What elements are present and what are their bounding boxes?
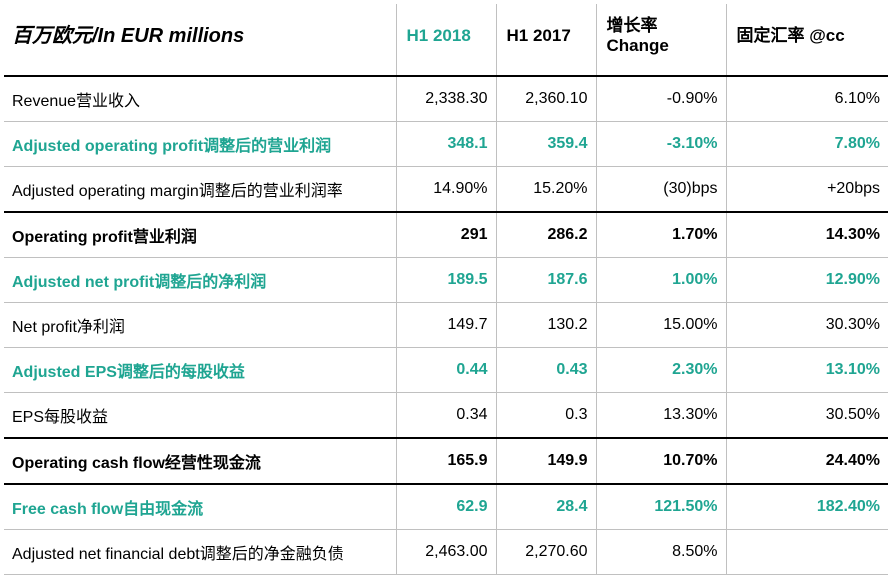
header-label: 百万欧元/In EUR millions — [4, 4, 396, 76]
table-row: Adjusted net profit调整后的净利润189.5187.61.00… — [4, 257, 888, 302]
cell-value: 8.50% — [596, 529, 726, 574]
row-label: EPS每股收益 — [4, 392, 396, 438]
cell-value: 62.9 — [396, 484, 496, 530]
cell-value: 1.00% — [596, 257, 726, 302]
row-label: Net profit净利润 — [4, 302, 396, 347]
cell-value: 121.50% — [596, 484, 726, 530]
cell-value: 189.5 — [396, 257, 496, 302]
financial-table: 百万欧元/In EUR millions H1 2018 H1 2017 增长率… — [4, 4, 888, 575]
cell-value: 6.10% — [726, 76, 888, 122]
cell-value — [726, 529, 888, 574]
cell-value: 359.4 — [496, 121, 596, 166]
table-row: Adjusted EPS调整后的每股收益0.440.432.30%13.10% — [4, 347, 888, 392]
row-label: Adjusted operating profit调整后的营业利润 — [4, 121, 396, 166]
table-row: Operating profit营业利润291286.21.70%14.30% — [4, 212, 888, 258]
col-h1-2018: H1 2018 — [396, 4, 496, 76]
cell-value: 2,338.30 — [396, 76, 496, 122]
cell-value: 12.90% — [726, 257, 888, 302]
cell-value: 15.00% — [596, 302, 726, 347]
cell-value: 130.2 — [496, 302, 596, 347]
row-label: Adjusted net financial debt调整后的净金融负债 — [4, 529, 396, 574]
row-label: Adjusted operating margin调整后的营业利润率 — [4, 166, 396, 212]
cell-value: 0.3 — [496, 392, 596, 438]
cell-value: 14.90% — [396, 166, 496, 212]
row-label: Revenue营业收入 — [4, 76, 396, 122]
table-row: EPS每股收益0.340.313.30%30.50% — [4, 392, 888, 438]
col-h1-2017: H1 2017 — [496, 4, 596, 76]
table-row: Operating cash flow经营性现金流165.9149.910.70… — [4, 438, 888, 484]
cell-value: 13.30% — [596, 392, 726, 438]
table-row: Adjusted operating margin调整后的营业利润率14.90%… — [4, 166, 888, 212]
table-row: Adjusted net financial debt调整后的净金融负债2,46… — [4, 529, 888, 574]
col-change: 增长率 Change — [596, 4, 726, 76]
cell-value: -0.90% — [596, 76, 726, 122]
cell-value: 30.50% — [726, 392, 888, 438]
cell-value: (30)bps — [596, 166, 726, 212]
cell-value: 2,270.60 — [496, 529, 596, 574]
cell-value: 0.34 — [396, 392, 496, 438]
col-cc: 固定汇率 @cc — [726, 4, 888, 76]
cell-value: 7.80% — [726, 121, 888, 166]
row-label: Adjusted EPS调整后的每股收益 — [4, 347, 396, 392]
cell-value: 182.40% — [726, 484, 888, 530]
cell-value: 10.70% — [596, 438, 726, 484]
table-row: Net profit净利润149.7130.215.00%30.30% — [4, 302, 888, 347]
cell-value: 0.43 — [496, 347, 596, 392]
cell-value: 0.44 — [396, 347, 496, 392]
cell-value: 286.2 — [496, 212, 596, 258]
cell-value: 187.6 — [496, 257, 596, 302]
cell-value: 1.70% — [596, 212, 726, 258]
cell-value: 2,360.10 — [496, 76, 596, 122]
table-row: Revenue营业收入2,338.302,360.10-0.90%6.10% — [4, 76, 888, 122]
table-row: Adjusted operating profit调整后的营业利润348.135… — [4, 121, 888, 166]
cell-value: 149.9 — [496, 438, 596, 484]
row-label: Operating cash flow经营性现金流 — [4, 438, 396, 484]
row-label: Free cash flow自由现金流 — [4, 484, 396, 530]
cell-value: 2,463.00 — [396, 529, 496, 574]
cell-value: 149.7 — [396, 302, 496, 347]
cell-value: 13.10% — [726, 347, 888, 392]
cell-value: 24.40% — [726, 438, 888, 484]
cell-value: +20bps — [726, 166, 888, 212]
cell-value: 30.30% — [726, 302, 888, 347]
cell-value: 2.30% — [596, 347, 726, 392]
cell-value: 291 — [396, 212, 496, 258]
table-row: Free cash flow自由现金流62.928.4121.50%182.40… — [4, 484, 888, 530]
row-label: Operating profit营业利润 — [4, 212, 396, 258]
cell-value: 348.1 — [396, 121, 496, 166]
row-label: Adjusted net profit调整后的净利润 — [4, 257, 396, 302]
cell-value: -3.10% — [596, 121, 726, 166]
cell-value: 28.4 — [496, 484, 596, 530]
cell-value: 165.9 — [396, 438, 496, 484]
table-body: Revenue营业收入2,338.302,360.10-0.90%6.10%Ad… — [4, 76, 888, 575]
cell-value: 15.20% — [496, 166, 596, 212]
table-header: 百万欧元/In EUR millions H1 2018 H1 2017 增长率… — [4, 4, 888, 76]
cell-value: 14.30% — [726, 212, 888, 258]
